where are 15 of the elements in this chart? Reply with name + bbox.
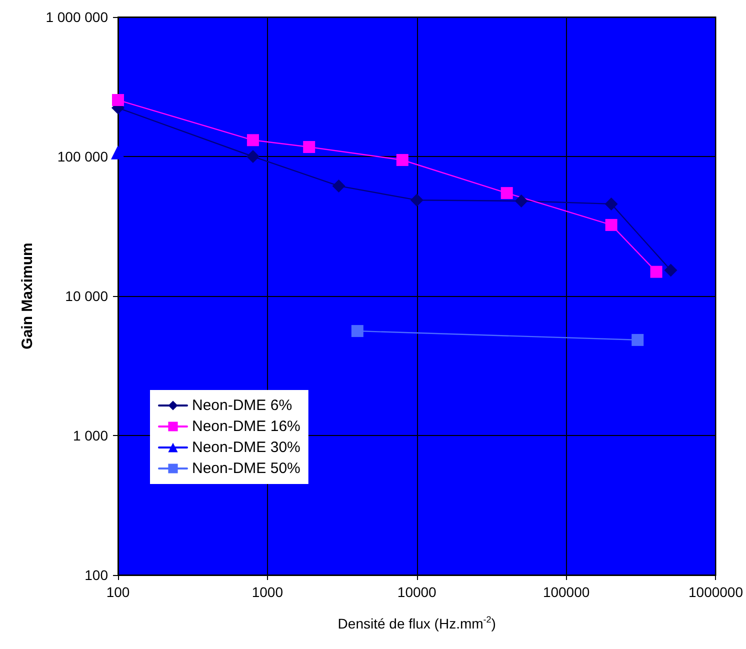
y-axis-title: Gain Maximum (18, 242, 36, 350)
y-tick-label: 100 000 (57, 148, 108, 164)
x-tick-label: 1000000 (688, 584, 744, 600)
y-tick-label: 100 (84, 567, 108, 583)
x-tick-label: 100000 (542, 584, 590, 600)
x-tick-label: 10000 (397, 584, 437, 600)
legend-label: Neon-DME 16% (192, 418, 300, 435)
x-tick-label: 1000 (252, 584, 284, 600)
y-tick-label: 10 000 (65, 288, 108, 304)
y-tick-label: 1 000 (72, 428, 108, 444)
legend-label: Neon-DME 6% (192, 397, 292, 414)
legend-label: Neon-DME 30% (192, 439, 300, 456)
legend-label: Neon-DME 50% (192, 460, 300, 477)
y-tick-label: 1 000 000 (46, 9, 108, 25)
x-tick-label: 100 (106, 584, 130, 600)
